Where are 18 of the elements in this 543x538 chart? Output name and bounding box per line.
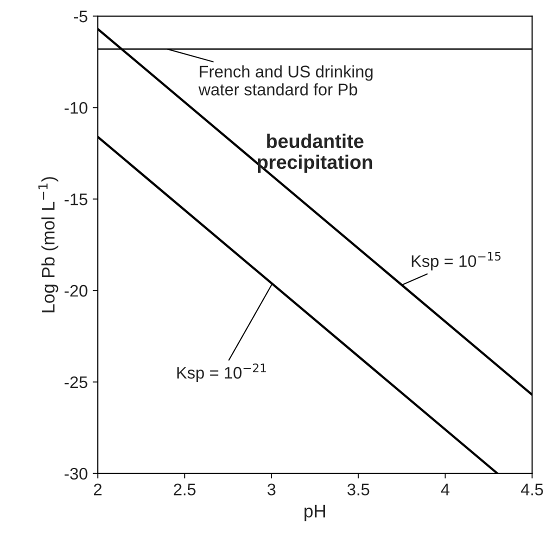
y-tick-label: -20	[64, 284, 88, 297]
annotation: French and US drinking water standard for Pb	[198, 65, 373, 96]
x-tick-label: 3	[268, 484, 276, 496]
x-tick-label: 4.5	[520, 484, 543, 496]
y-tick-label: -30	[64, 468, 88, 480]
x-axis-title: pH	[304, 504, 326, 522]
x-tick-label: 4	[441, 484, 450, 496]
x-tick-label: 3.5	[347, 484, 370, 496]
y-axis-title: Log Pb (mol L$^{−1}$)	[38, 177, 58, 312]
x-tick-label: 2.5	[174, 484, 196, 496]
annotation: beudantite precipitation	[258, 134, 372, 173]
annotation: Ksp = 10$^{−21}$	[177, 364, 266, 382]
y-tick-label: -15	[64, 194, 88, 206]
y-tick-label: -5	[74, 10, 88, 22]
annotation: Ksp = 10$^{−15}$	[412, 252, 501, 270]
x-tick-label: 2	[94, 484, 102, 496]
y-tick-label: -10	[64, 102, 88, 114]
y-tick-label: -25	[64, 376, 88, 388]
